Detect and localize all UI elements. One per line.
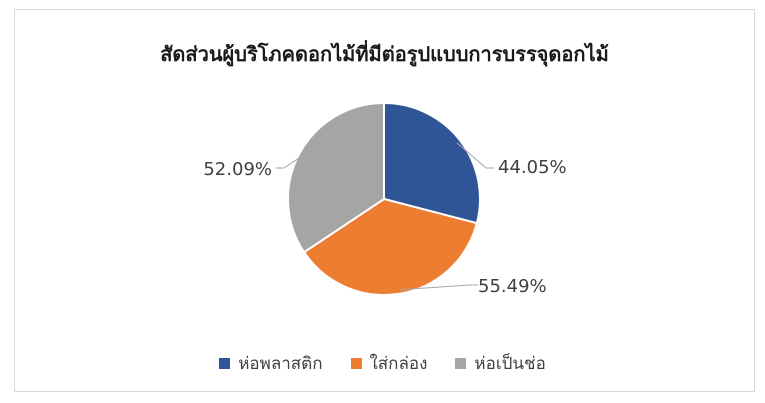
legend-swatch bbox=[219, 358, 231, 369]
leader-line bbox=[276, 155, 304, 169]
chart-title: สัดส่วนผู้บริโภคดอกไม้ที่มีต่อรูปแบบการบ… bbox=[160, 42, 609, 66]
pie-slice bbox=[287, 101, 385, 254]
legend-item: ห่อเป็นช่อ bbox=[455, 350, 546, 377]
data-label: 52.09% bbox=[203, 159, 272, 180]
leader-line bbox=[456, 142, 494, 169]
legend-label: ห่อพลาสติก bbox=[238, 354, 323, 374]
pie-slice bbox=[383, 101, 482, 225]
legend-swatch bbox=[350, 358, 362, 369]
legend-label: ใส่กล่อง bbox=[369, 354, 428, 374]
legend-swatch bbox=[455, 358, 467, 369]
pie-slice bbox=[302, 197, 479, 297]
legend-item: ใส่กล่อง bbox=[350, 350, 428, 377]
data-label: 44.05% bbox=[498, 157, 567, 178]
legend-item: ห่อพลาสติก bbox=[219, 350, 323, 377]
legend-label: ห่อเป็นช่อ bbox=[474, 354, 546, 374]
data-label: 55.49% bbox=[478, 276, 547, 297]
legend: ห่อพลาสติก ใส่กล่อง ห่อเป็นช่อ bbox=[0, 350, 765, 377]
leader-line bbox=[399, 284, 478, 291]
